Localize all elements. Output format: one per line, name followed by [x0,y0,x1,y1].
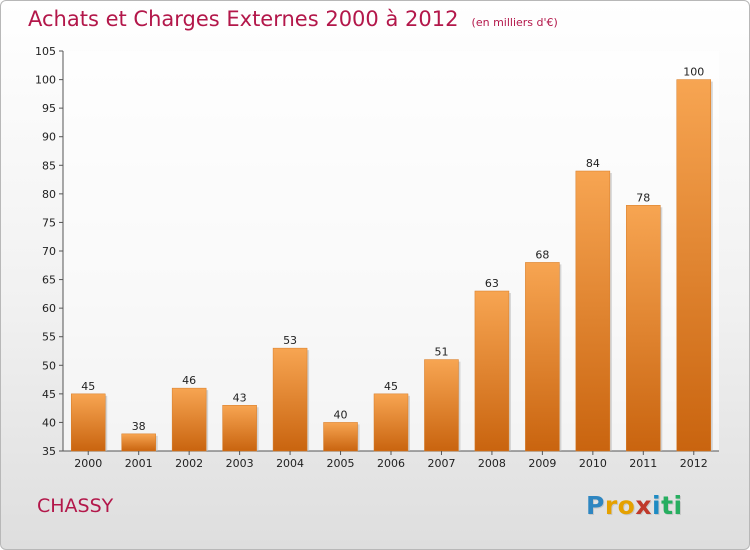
bar [323,422,358,452]
bar-value-label: 45 [384,380,398,393]
logo-letter: x [635,491,652,520]
bar [424,359,459,452]
title-main: Achats et Charges Externes 2000 à 2012 [28,7,459,31]
bar-value-label: 53 [283,334,297,347]
bar-value-label: 63 [485,277,499,290]
logo-letter: i [652,491,662,520]
y-tick-label: 40 [42,416,56,429]
y-tick-label: 55 [42,331,56,344]
y-tick-label: 80 [42,188,56,201]
bar-value-label: 43 [233,391,247,404]
bar [70,393,106,452]
x-tick-label: 2009 [528,457,556,470]
logo-letter: i [673,491,683,520]
bar [222,405,257,452]
title-unit: (en milliers d'€) [471,16,558,29]
x-tick-label: 2011 [629,457,657,470]
y-tick-label: 65 [42,274,56,287]
bar [121,433,156,452]
bar-value-label: 51 [434,346,448,359]
bar [474,290,510,452]
x-tick-label: 2008 [478,457,506,470]
logo-letter: r [604,491,618,520]
bar-value-label: 45 [81,380,95,393]
x-tick-label: 2007 [427,457,455,470]
y-tick-label: 75 [42,216,56,229]
bar-value-label: 78 [636,191,650,204]
y-tick-label: 60 [42,302,56,315]
x-tick-label: 2012 [680,457,708,470]
logo-letter: t [661,491,674,520]
x-tick-label: 2002 [175,457,203,470]
y-tick-label: 95 [42,102,56,115]
x-tick-label: 2001 [125,457,153,470]
bar-value-label: 40 [334,408,348,421]
bar [626,205,661,452]
x-tick-label: 2006 [377,457,405,470]
logo-letter: o [617,491,636,520]
proxiti-logo: Proxiti [586,491,683,520]
y-tick-label: 50 [42,359,56,372]
y-tick-label: 90 [42,131,56,144]
bar-value-label: 100 [683,66,704,79]
x-tick-label: 2005 [327,457,355,470]
chart-title: Achats et Charges Externes 2000 à 2012 (… [28,7,558,31]
y-tick-label: 105 [35,45,56,58]
y-tick-label: 100 [35,74,56,87]
logo-letter: P [586,491,605,520]
y-tick-label: 45 [42,388,56,401]
bar [171,387,207,452]
bar-value-label: 68 [535,248,549,261]
x-tick-label: 2004 [276,457,304,470]
x-tick-label: 2003 [226,457,254,470]
x-tick-label: 2000 [74,457,102,470]
bar [272,347,308,452]
bar-value-label: 84 [586,157,600,170]
bar-value-label: 38 [132,420,146,433]
y-tick-label: 35 [42,445,56,458]
bar [575,170,611,452]
bar [525,262,560,452]
bar-value-label: 46 [182,374,196,387]
bar [676,79,712,452]
bar [373,393,409,452]
x-tick-label: 2010 [579,457,607,470]
y-tick-label: 85 [42,159,56,172]
y-tick-label: 70 [42,245,56,258]
commune-name: CHASSY [37,495,114,517]
